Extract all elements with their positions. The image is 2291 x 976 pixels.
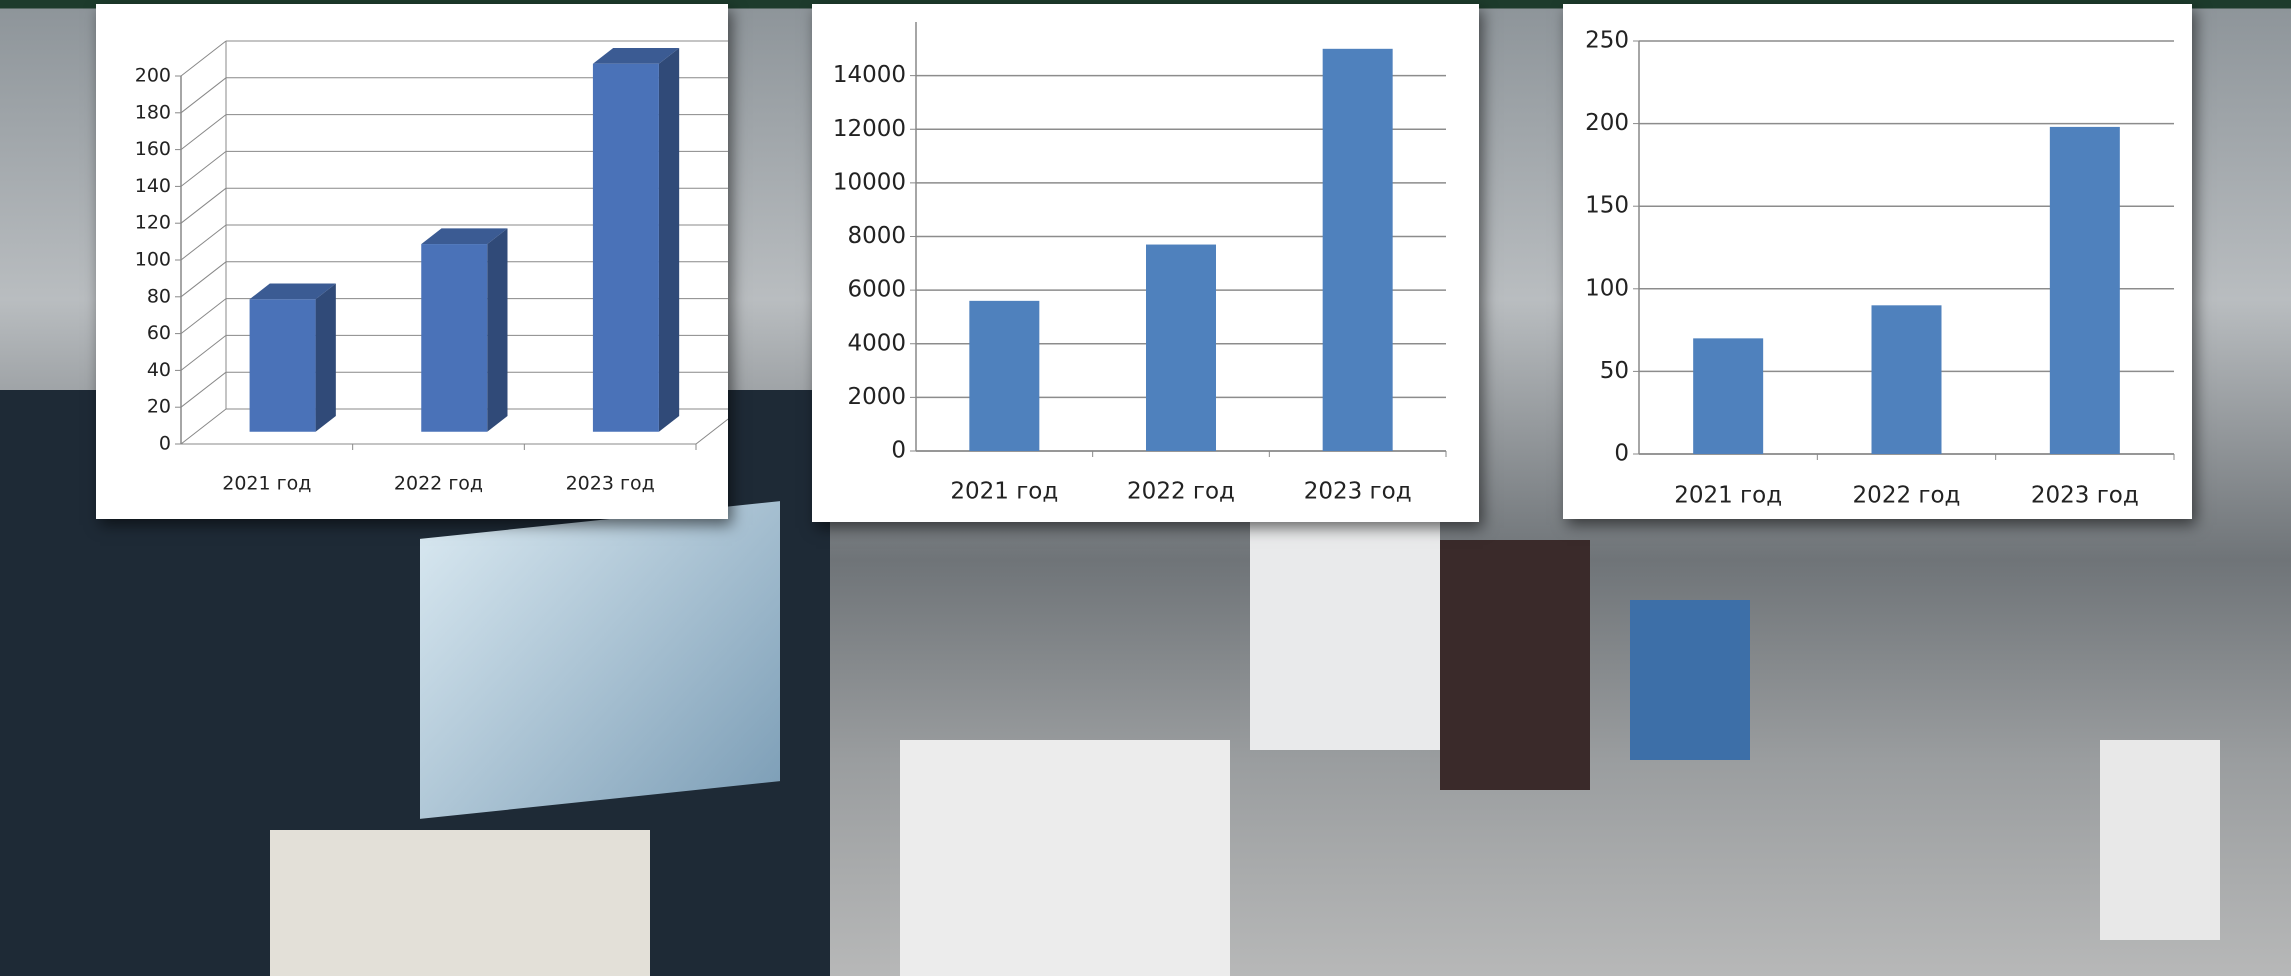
bar-side: [658, 48, 680, 432]
bar: [1322, 48, 1393, 451]
y-tick-label: 40: [147, 359, 171, 381]
y-tick-label: 150: [1585, 193, 1629, 219]
y-tick-label: 160: [135, 138, 171, 160]
bar: [1693, 338, 1764, 454]
x-tick-label: 2021 год: [950, 479, 1058, 505]
x-tick-label: 2022 год: [394, 473, 483, 495]
chart: 0 50 100 150 200 250 2021 год 2022 год 2023 год: [1585, 28, 2175, 509]
x-tick-label: 2022 год: [1853, 483, 1961, 509]
bar: [421, 244, 488, 432]
x-tick-label: 2022 год: [1127, 479, 1235, 505]
bar: [249, 299, 316, 432]
chart: 0 2000 4000 6000 8000 10000 12000 14000 2021 год…: [833, 22, 1447, 505]
grid-line: [180, 371, 227, 408]
chart-panel: 0 2000 4000 6000 8000 10000 12000 14000 2021 год…: [812, 4, 1479, 522]
y-tick-label: 4000: [847, 330, 906, 356]
grid-line: [180, 261, 227, 298]
y-tick-label: 6000: [847, 277, 906, 303]
chart-panel: 0 20 40 60 80 100 120 140 160 180 200 2021 год 2022 …: [96, 4, 742, 519]
chart-panel: 0 50 100 150 200 250 2021 год 2022 год 2023 год: [1563, 4, 2192, 519]
machine: [900, 740, 1230, 976]
chart: 0 20 40 60 80 100 120 140 160 180 200 2021 год 2022 …: [135, 40, 742, 495]
y-tick-label: 50: [1600, 358, 1629, 384]
y-tick-label: 100: [1585, 275, 1629, 301]
x-tick-label: 2021 год: [1674, 483, 1782, 509]
machine: [270, 830, 650, 976]
y-tick-label: 12000: [833, 116, 906, 142]
bar: [1871, 305, 1942, 454]
bar: [969, 300, 1040, 451]
y-tick-label: 140: [135, 175, 171, 197]
booth-screen: [420, 501, 780, 819]
bar-top: [421, 228, 508, 245]
x-tick-label: 2023 год: [566, 473, 655, 495]
bar: [2049, 126, 2120, 455]
y-tick-label: 0: [159, 433, 171, 455]
grid-line: [180, 40, 227, 77]
grid-line: [180, 224, 227, 261]
y-tick-label: 60: [147, 322, 171, 344]
x-tick-label: 2023 год: [2031, 483, 2139, 509]
y-tick-label: 8000: [847, 223, 906, 249]
bar: [1146, 244, 1216, 451]
y-tick-label: 0: [1614, 441, 1629, 467]
bar-side: [487, 228, 508, 432]
y-tick-label: 10000: [833, 169, 906, 195]
y-tick-label: 80: [147, 285, 171, 307]
bar-top: [592, 48, 680, 64]
grid-line: [180, 151, 227, 187]
y-tick-label: 14000: [833, 62, 906, 88]
y-tick-label: 2000: [847, 384, 906, 410]
y-tick-label: 200: [135, 65, 171, 87]
booth-kr: [1440, 540, 1590, 790]
y-tick-label: 250: [1585, 28, 1629, 54]
grid-line: [180, 187, 227, 224]
y-tick-label: 20: [147, 396, 171, 418]
grid-line: [180, 335, 227, 371]
y-tick-label: 200: [1585, 110, 1629, 136]
bar: [592, 63, 659, 432]
counter: [2100, 740, 2220, 940]
bar-top: [249, 283, 336, 300]
y-tick-label: 0: [891, 438, 906, 464]
grid-line: [180, 77, 227, 114]
booth-blue: [1630, 600, 1750, 760]
y-tick-label: 100: [135, 249, 171, 271]
booth-white: [1250, 520, 1440, 750]
grid-line: [180, 298, 227, 334]
y-tick-label: 120: [135, 212, 171, 234]
bar-side: [315, 283, 336, 432]
x-tick-label: 2021 год: [222, 473, 311, 495]
grid-line: [180, 408, 227, 445]
y-tick-label: 180: [135, 101, 171, 123]
x-tick-label: 2023 год: [1304, 479, 1412, 505]
grid-line: [180, 114, 227, 150]
